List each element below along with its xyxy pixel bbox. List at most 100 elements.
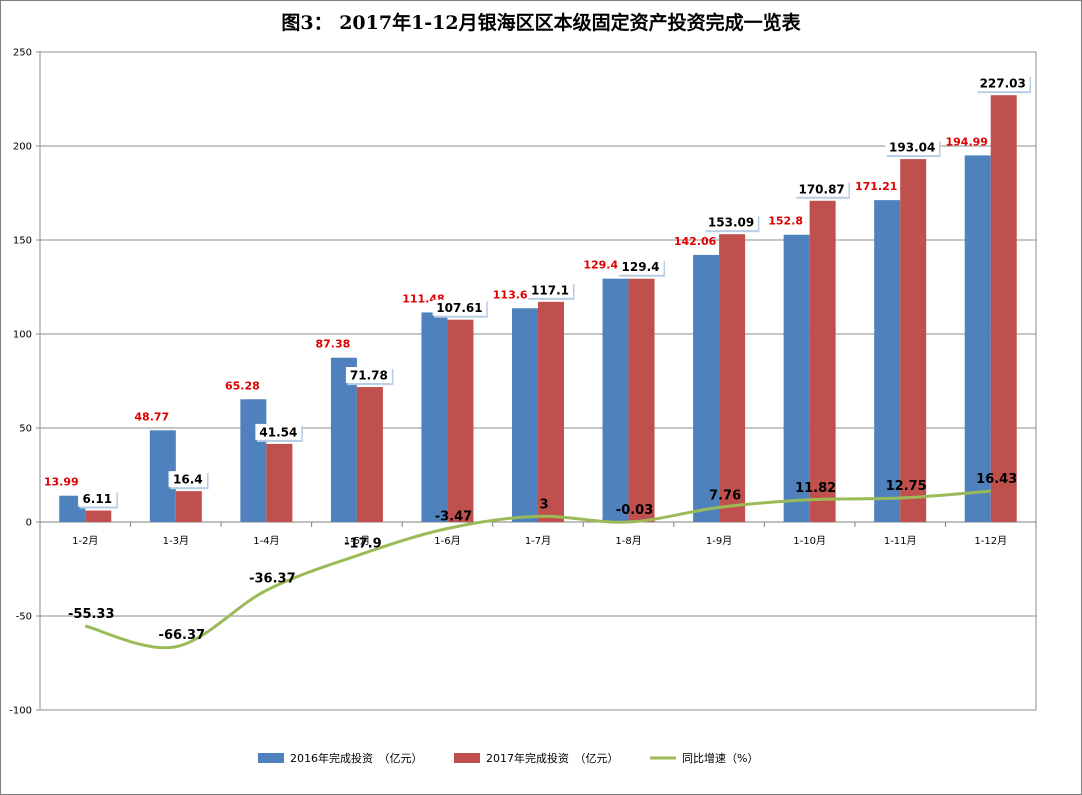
data-label-growth: 12.75 [886,479,927,494]
data-label-2017: 71.78 [345,367,394,386]
data-label-2017: 107.61 [432,299,488,318]
x-tick-label: 1-4月 [253,535,279,547]
bar-2016 [512,308,538,522]
legend-item: 2016年完成投资 （亿元） [258,751,423,765]
bar-2016 [693,254,720,523]
y-tick-label: -50 [16,612,32,623]
growth-line [84,489,991,650]
bar-2017 [809,200,836,522]
data-label-2016: 194.99 [946,135,988,148]
bar-2017 [538,301,564,522]
data-label-box [78,490,117,507]
bar-2017 [990,95,1017,523]
x-tick-label: 1-2月 [72,535,98,547]
data-label-growth: -66.37 [159,628,206,643]
bar-2017 [85,510,112,522]
data-label-2017: 153.09 [704,214,760,233]
data-label-growth: -17.9 [344,537,381,552]
data-label-box [617,258,664,275]
data-label-2017-text: 117.1 [531,283,569,297]
data-label-2016: 113.69 [493,288,535,301]
x-tick-label: 1-8月 [615,535,641,547]
data-label-2016: 142.06 [674,235,717,248]
data-label-box [527,281,573,298]
bar-2016 [240,399,267,522]
bar-2016 [874,200,901,523]
legend-label: 同比增速（%） [682,751,758,765]
y-tick-label: 100 [13,330,32,341]
data-label-growth: 7.76 [709,488,741,503]
data-label-2017: 6.11 [78,490,118,509]
legend: 2016年完成投资 （亿元） 2017年完成投资 （亿元） 同比增速（%） [258,751,758,765]
legend-swatch [454,753,480,763]
y-tick-label: 0 [26,518,32,529]
y-tick-label: -100 [9,706,32,717]
data-label-box [168,471,208,488]
data-label-growth: -36.37 [249,571,296,586]
data-label-box [975,75,1030,92]
data-label-2016: 65.28 [225,379,260,392]
bar-2016 [330,357,357,522]
data-label-growth: -55.33 [68,607,115,622]
data-label-2016: 87.38 [316,338,351,351]
data-label-2016: 13.99 [44,476,79,489]
bar-2016 [602,278,629,522]
data-label-2017: 16.4 [168,471,209,490]
y-tick-label: 150 [13,236,32,247]
bar-2017 [447,319,474,522]
data-label-growth: 3 [539,497,548,512]
data-label-2017-text: 41.54 [259,425,297,439]
bar-2017 [175,491,202,522]
data-label-2017: 193.04 [885,139,941,158]
data-label-2017-text: 193.04 [889,141,935,155]
data-label-2017: 170.87 [794,180,850,199]
bar-2016 [783,234,810,522]
data-label-2017-text: 107.61 [436,301,482,315]
legend-swatch [258,753,284,763]
data-label-box [255,423,302,440]
data-label-2016: 171.21 [855,180,897,193]
bar-2016 [421,312,448,522]
data-label-box [704,214,758,231]
x-tick-label: 1-10月 [793,535,826,547]
data-label-2017-text: 227.03 [980,77,1026,91]
data-label-2016: 152.8 [768,215,803,228]
x-tick-label: 1-9月 [706,535,732,547]
data-label-2017-text: 153.09 [708,216,754,230]
x-tick-label: 1-7月 [525,535,551,547]
legend-item: 2017年完成投资 （亿元） [454,751,619,765]
data-label-growth: 11.82 [795,481,836,496]
data-label-box [432,299,487,316]
data-label-2017: 117.1 [527,281,575,300]
y-tick-label: 200 [13,142,32,153]
bar-2016 [964,155,991,522]
data-label-growth: 16.43 [976,472,1017,487]
legend-item: 同比增速（%） [650,751,758,765]
bar-2017 [628,278,655,522]
data-label-2017-text: 6.11 [82,492,112,506]
bar-2017 [719,234,746,522]
data-label-2017: 41.54 [255,423,303,442]
data-label-2016: 48.77 [134,410,169,423]
data-label-growth: -0.03 [616,503,653,518]
data-label-2017-text: 129.4 [622,260,660,274]
x-tick-label: 1-3月 [163,535,189,547]
data-label-box [794,180,849,197]
bar-2017 [356,387,383,522]
data-label-2017-text: 16.4 [173,473,203,487]
x-tick-label: 1-6月 [434,535,460,547]
data-label-box [345,367,392,384]
bar-2017 [266,443,293,522]
data-label-2017-text: 71.78 [350,369,388,383]
data-label-2017-text: 170.87 [798,182,844,196]
data-label-growth: -3.47 [435,510,472,525]
y-tick-label: 250 [13,48,32,59]
x-tick-label: 1-5月 [344,535,370,547]
legend-label: 2016年完成投资 （亿元） [290,751,423,765]
chart-title: 图3： 2017年1-12月银海区区本级固定资产投资完成一览表 [281,12,801,34]
bar-2017 [900,159,927,523]
legend-label: 2017年完成投资 （亿元） [486,751,619,765]
data-label-2016: 129.43 [583,259,625,272]
x-tick-label: 1-12月 [974,535,1007,547]
